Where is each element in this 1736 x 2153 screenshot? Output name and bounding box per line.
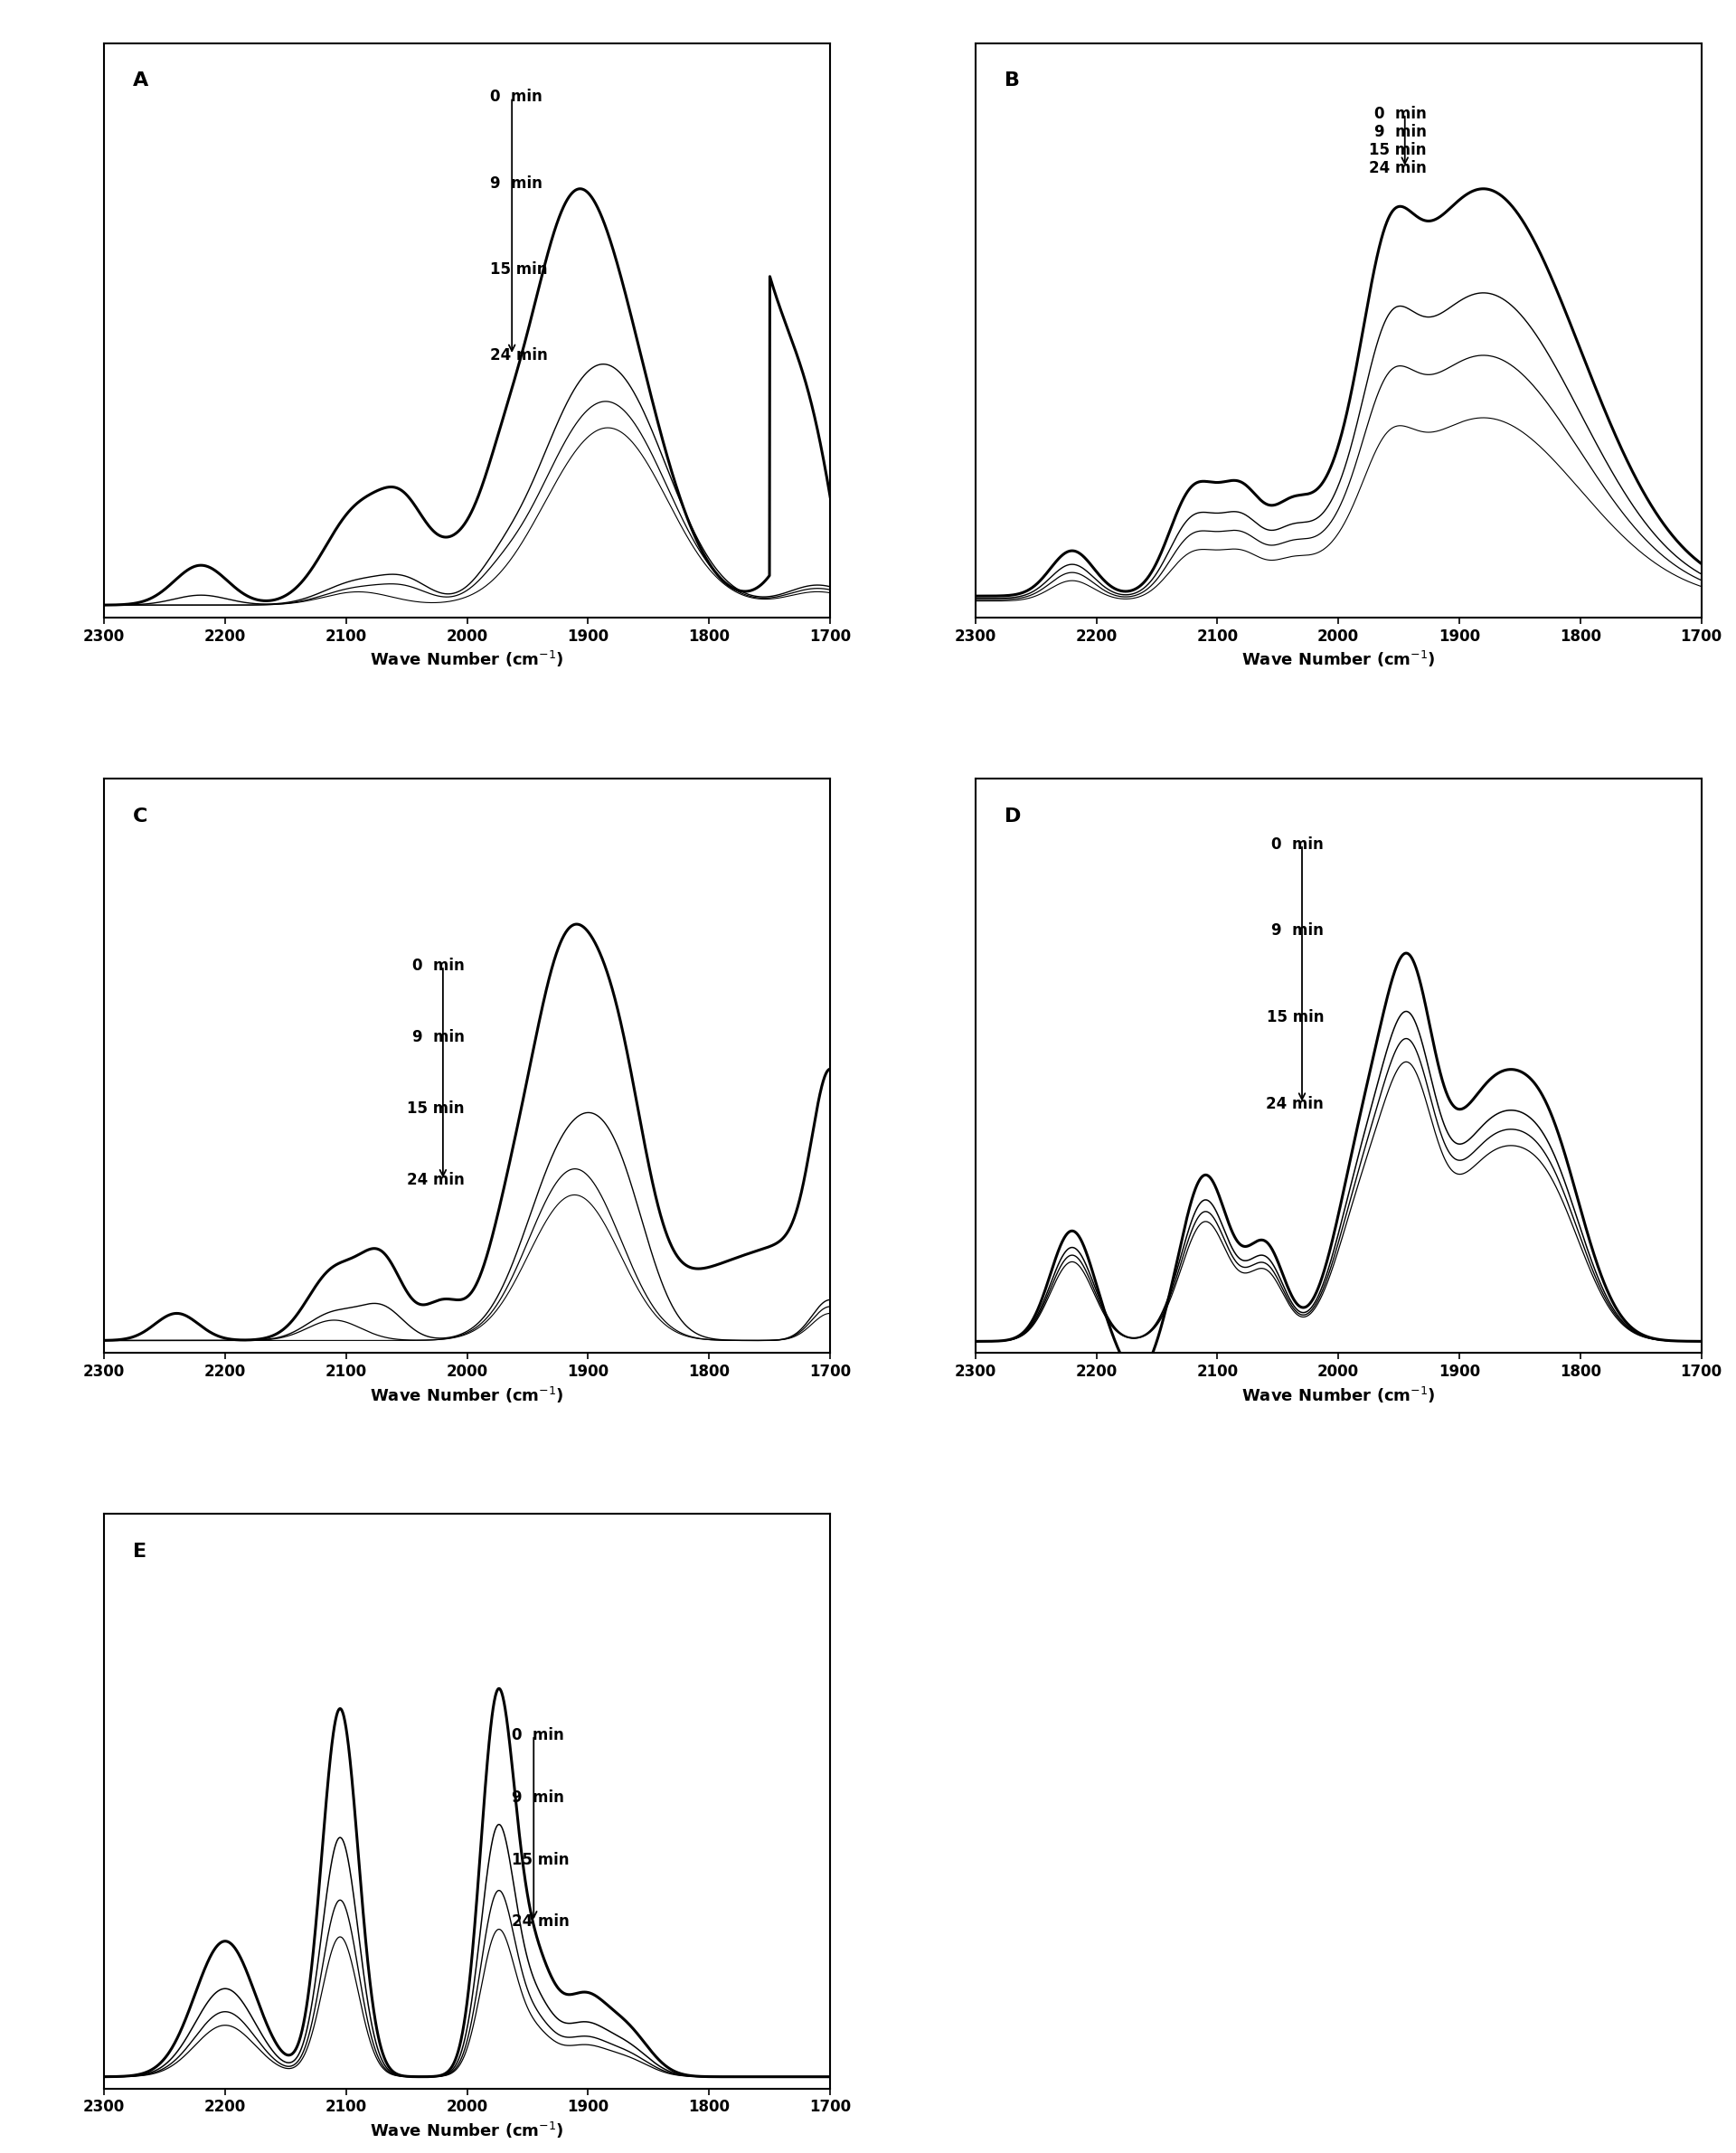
Text: 15 min: 15 min [490, 261, 547, 278]
Text: 0  min: 0 min [512, 1727, 564, 1744]
Text: 0  min: 0 min [1375, 105, 1427, 123]
Text: A: A [134, 71, 149, 90]
Text: 24 min: 24 min [406, 1171, 465, 1188]
X-axis label: Wave Number (cm$^{-1}$): Wave Number (cm$^{-1}$) [1241, 1384, 1436, 1406]
Text: 15 min: 15 min [408, 1100, 465, 1117]
X-axis label: Wave Number (cm$^{-1}$): Wave Number (cm$^{-1}$) [370, 2121, 564, 2140]
X-axis label: Wave Number (cm$^{-1}$): Wave Number (cm$^{-1}$) [1241, 650, 1436, 670]
Text: 0  min: 0 min [413, 958, 465, 973]
Text: B: B [1005, 71, 1019, 90]
Text: 9  min: 9 min [1375, 123, 1427, 140]
Text: 0  min: 0 min [490, 88, 542, 105]
Text: E: E [134, 1542, 148, 1561]
Text: 15 min: 15 min [1266, 1010, 1325, 1025]
X-axis label: Wave Number (cm$^{-1}$): Wave Number (cm$^{-1}$) [370, 650, 564, 670]
Text: 9  min: 9 min [512, 1789, 564, 1806]
X-axis label: Wave Number (cm$^{-1}$): Wave Number (cm$^{-1}$) [370, 1384, 564, 1406]
Text: 24 min: 24 min [1370, 159, 1427, 177]
Text: 15 min: 15 min [512, 1852, 569, 1869]
Text: 15 min: 15 min [1370, 142, 1427, 157]
Text: 24 min: 24 min [512, 1914, 569, 1929]
Text: 9  min: 9 min [413, 1029, 465, 1046]
Text: 0  min: 0 min [1271, 835, 1325, 853]
Text: D: D [1005, 807, 1021, 825]
Text: 9  min: 9 min [1271, 924, 1325, 939]
Text: 9  min: 9 min [490, 174, 542, 192]
Text: C: C [134, 807, 148, 825]
Text: 24 min: 24 min [1266, 1096, 1325, 1111]
Text: 24 min: 24 min [490, 347, 549, 364]
